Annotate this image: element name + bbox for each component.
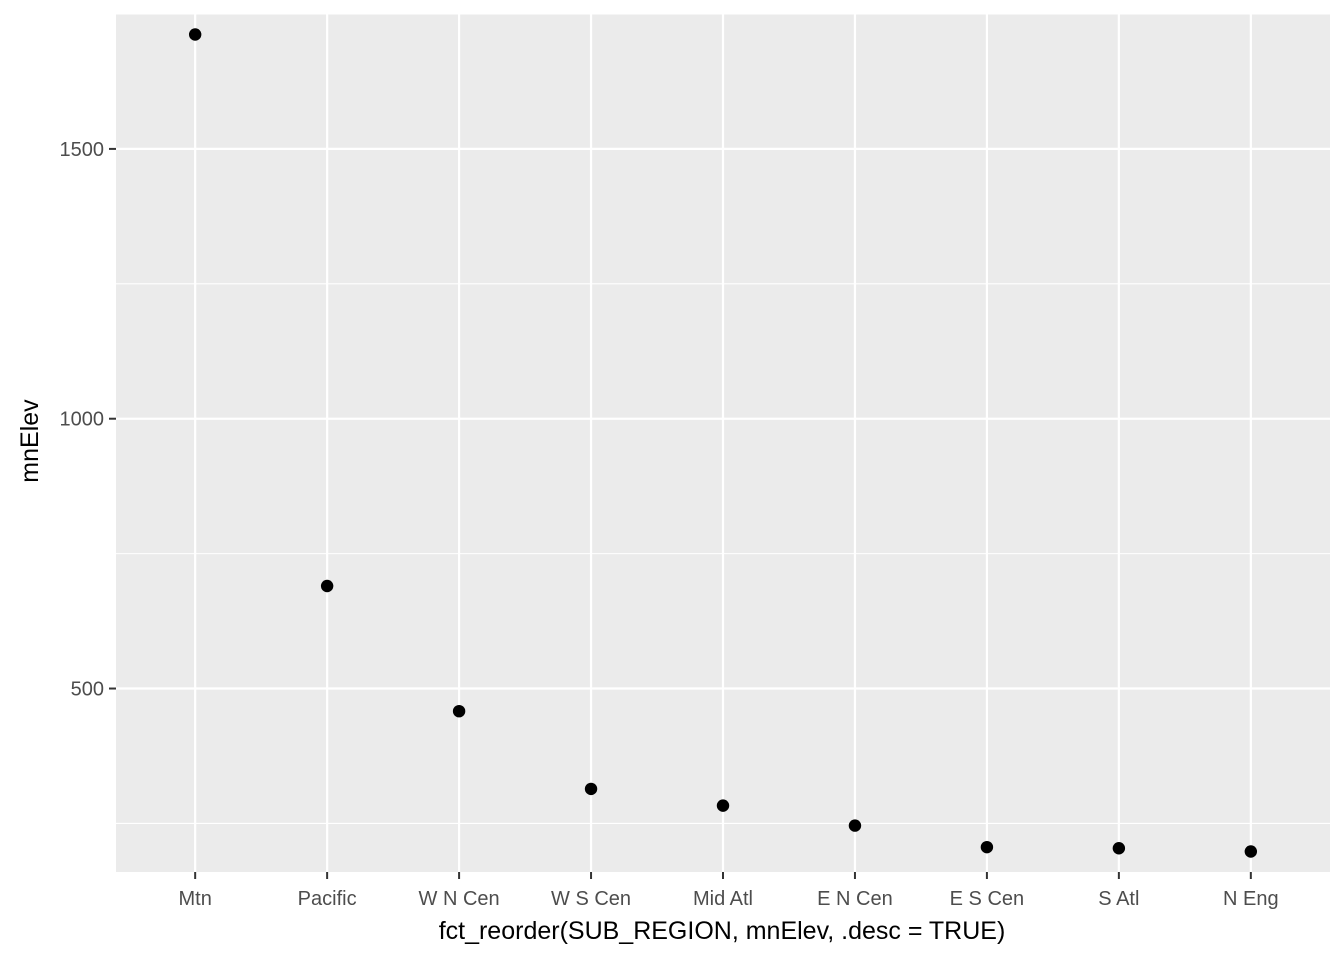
x-axis: Mtn Pacific W N Cen W S Cen Mid Atl E N Cen E …: [179, 872, 1279, 910]
y-tick-label: 1000: [60, 409, 105, 431]
grid-major-x: [194, 14, 1252, 872]
data-point: [1112, 842, 1126, 855]
data-points: [188, 28, 1258, 858]
y-axis: 500 1000 1500: [60, 139, 116, 701]
data-point: [188, 28, 202, 41]
data-point: [584, 782, 598, 796]
x-tick-label: W S Cen: [551, 888, 631, 910]
data-point: [716, 799, 730, 812]
x-tick-label: Mid Atl: [693, 888, 753, 910]
x-tick-label: E N Cen: [817, 888, 893, 910]
y-axis-title: mnElev: [16, 399, 44, 483]
x-tick-label: Mtn: [179, 888, 212, 910]
y-tick-label: 500: [71, 679, 104, 701]
data-point: [1244, 845, 1258, 858]
data-point: [320, 579, 334, 593]
x-tick-label: E S Cen: [950, 888, 1024, 910]
x-tick-label: Pacific: [298, 888, 357, 910]
data-point: [980, 840, 994, 854]
x-tick-label: N Eng: [1223, 888, 1279, 910]
x-tick-label: S Atl: [1098, 888, 1139, 910]
y-tick-label: 1500: [60, 139, 105, 161]
data-point: [848, 819, 862, 832]
x-axis-title: fct_reorder(SUB_REGION, mnElev, .desc = …: [439, 917, 1006, 945]
x-tick-label: W N Cen: [419, 888, 500, 910]
data-point: [452, 704, 466, 718]
